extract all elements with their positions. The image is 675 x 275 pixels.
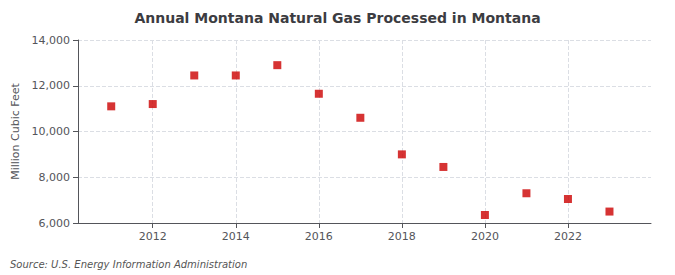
svg-text:Source: U.S. Energy Informatio: Source: U.S. Energy Information Administ… <box>10 259 247 270</box>
svg-text:2014: 2014 <box>222 230 250 243</box>
svg-text:Million Cubic Feet: Million Cubic Feet <box>9 82 22 179</box>
svg-text:2022: 2022 <box>554 230 582 243</box>
svg-text:2020: 2020 <box>471 230 499 243</box>
svg-text:Annual Montana Natural Gas Pro: Annual Montana Natural Gas Processed in … <box>134 10 540 26</box>
svg-text:8,000: 8,000 <box>39 171 71 184</box>
svg-text:2012: 2012 <box>139 230 167 243</box>
svg-text:2018: 2018 <box>388 230 416 243</box>
svg-text:6,000: 6,000 <box>39 217 71 230</box>
svg-text:2016: 2016 <box>305 230 333 243</box>
svg-text:10,000: 10,000 <box>32 125 71 138</box>
svg-text:14,000: 14,000 <box>32 34 71 47</box>
svg-text:12,000: 12,000 <box>32 79 71 92</box>
